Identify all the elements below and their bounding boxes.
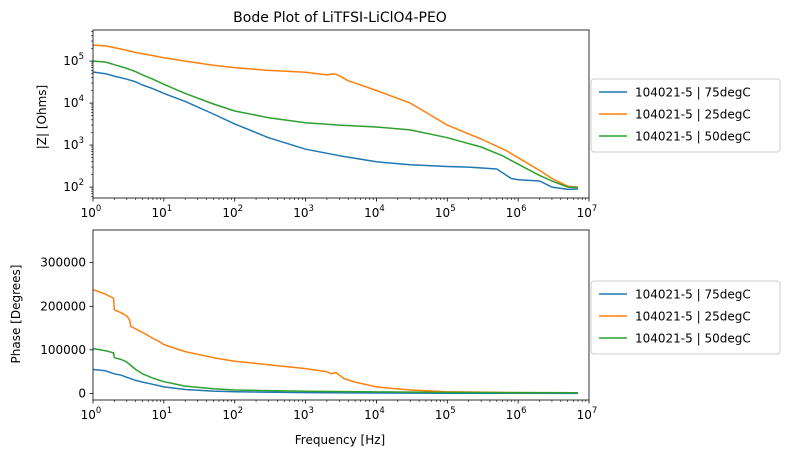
legend-frame: [590, 280, 781, 355]
legend-frame: [590, 78, 781, 153]
legend-label: 104021-5 | 25degC: [635, 108, 751, 122]
y-tick-label: 103: [63, 136, 84, 152]
x-tick-label: 105: [435, 406, 456, 422]
legend-label: 104021-5 | 75degC: [635, 288, 751, 302]
x-tick-label: 105: [435, 204, 456, 220]
x-tick-label: 104: [364, 406, 385, 422]
x-tick-label: 102: [222, 406, 243, 422]
series-line: [93, 368, 579, 395]
y-tick-label: 200000: [40, 299, 86, 313]
y-tick-label: 100000: [40, 343, 86, 357]
legend-label: 104021-5 | 25degC: [635, 310, 751, 324]
axes-frame: [92, 29, 590, 199]
legend-label: 104021-5 | 75degC: [635, 86, 751, 100]
bottom-xlabel: Frequency [Hz]: [295, 433, 386, 447]
x-tick-label: 103: [293, 204, 314, 220]
legend-label: 104021-5 | 50degC: [635, 130, 751, 144]
x-tick-label: 101: [152, 406, 173, 422]
y-tick-label: 300000: [40, 256, 86, 270]
x-tick-label: 107: [577, 406, 598, 422]
y-tick-label: 105: [63, 52, 84, 68]
y-tick-label: 102: [63, 178, 84, 194]
legend-label: 104021-5 | 50degC: [635, 332, 751, 346]
series-line: [93, 71, 579, 191]
x-tick-label: 102: [222, 204, 243, 220]
x-tick-label: 104: [364, 204, 385, 220]
x-tick-label: 101: [152, 204, 173, 220]
top-ylabel: |Z| [Ohms]: [35, 85, 49, 149]
legend: 104021-5 | 75degC 104021-5 | 25degC 104021…: [590, 78, 781, 153]
bottom-ylabel: Phase [Degrees]: [9, 265, 23, 364]
magnitude-plot: 100 101 102 103 104 105 106 107 102 103 104 105 1040…: [63, 29, 781, 220]
x-tick-label: 100: [81, 406, 102, 422]
series-line: [93, 60, 579, 189]
x-tick-label: 100: [81, 204, 102, 220]
series-line: [93, 347, 579, 394]
axes-frame: [92, 229, 590, 401]
chart-title: Bode Plot of LiTFSI-LiClO4-PEO: [233, 10, 447, 26]
x-tick-label: 103: [293, 406, 314, 422]
y-tick-label: 104: [63, 94, 84, 110]
x-tick-label: 106: [506, 204, 527, 220]
x-tick-label: 106: [506, 406, 527, 422]
y-tick-label: 0: [78, 386, 86, 400]
x-tick-label: 107: [577, 204, 598, 220]
legend: 104021-5 | 75degC 104021-5 | 25degC 104021…: [590, 280, 781, 355]
series-line: [93, 44, 579, 188]
series-line: [93, 288, 579, 394]
phase-plot: 100 101 102 103 104 105 106 107 0 100000 200000 300…: [40, 229, 781, 422]
